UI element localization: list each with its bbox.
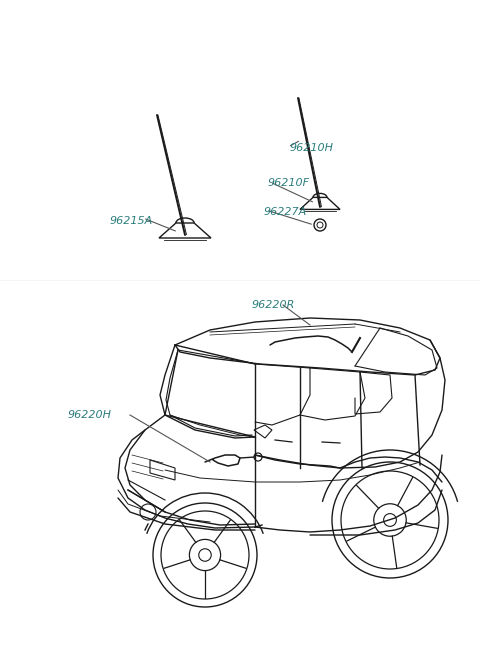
Text: 96210F: 96210F [268,178,310,188]
Text: 96227A: 96227A [264,207,307,217]
Text: 96215A: 96215A [110,216,153,226]
Circle shape [199,549,211,561]
Text: 96220R: 96220R [252,300,295,310]
Text: 96210H: 96210H [290,143,334,153]
Circle shape [384,514,396,527]
Text: 96220H: 96220H [68,410,112,420]
